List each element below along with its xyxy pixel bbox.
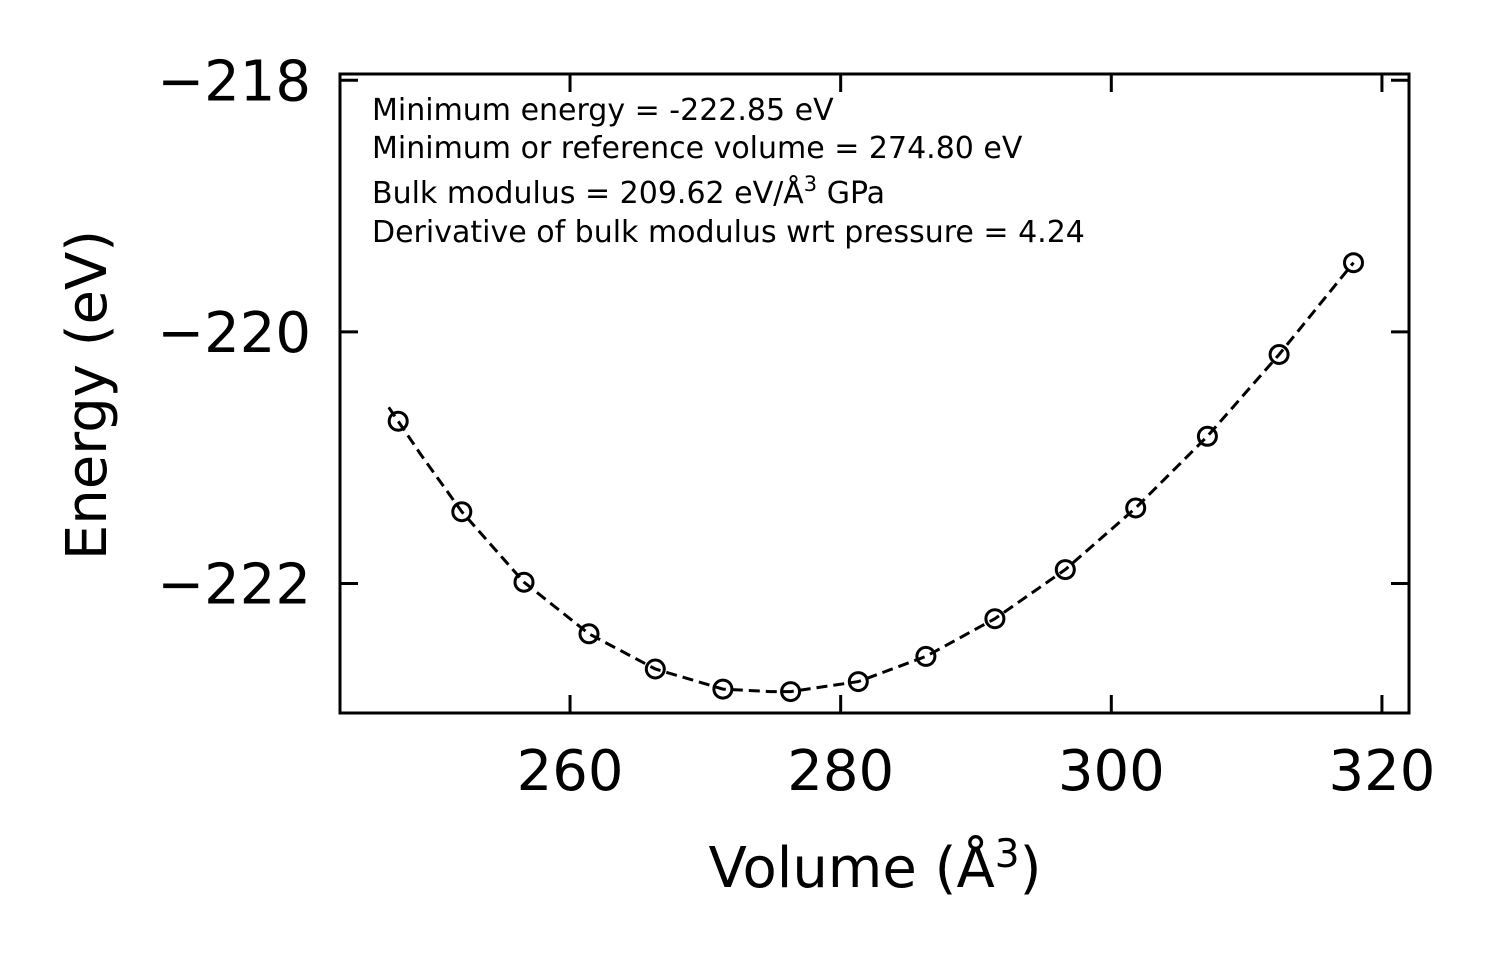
data-point — [1125, 497, 1147, 519]
data-point — [578, 623, 600, 645]
data-point — [915, 645, 937, 667]
data-point — [644, 658, 666, 680]
y-tick-label: −218 — [157, 49, 311, 114]
x-tick-label: 300 — [1058, 739, 1165, 804]
data-point — [780, 681, 802, 703]
x-tick-label: 280 — [787, 739, 894, 804]
y-tick-label: −220 — [157, 301, 311, 366]
x-axis-title-sup: 3 — [995, 832, 1020, 877]
data-point — [847, 671, 869, 693]
data-point — [712, 678, 734, 700]
plot-area — [387, 252, 1364, 703]
x-axis-title-close: ) — [1020, 836, 1042, 901]
annotation-bulk-modulus-text: Bulk modulus = 209.62 eV/Å — [372, 175, 804, 211]
axis-ticks: 260 280 300 320 −218 −220 −222 — [157, 49, 1435, 804]
data-point — [513, 571, 535, 593]
annotation-min-volume: Minimum or reference volume = 274.80 eV — [372, 131, 1023, 166]
data-point — [1343, 252, 1364, 274]
data-point — [1268, 344, 1290, 365]
data-point — [984, 608, 1006, 630]
y-tick-label: −222 — [157, 552, 311, 617]
y-axis-title: Energy (eV) — [55, 230, 120, 560]
x-axis-title-text: Volume (Å — [709, 835, 995, 901]
annotation-bulk-modulus-unit: GPa — [817, 176, 885, 211]
x-tick-label: 320 — [1328, 739, 1435, 804]
data-point — [1196, 425, 1218, 447]
annotation-min-energy: Minimum energy = -222.85 eV — [372, 93, 834, 128]
annotation-derivative: Derivative of bulk modulus wrt pressure … — [372, 215, 1085, 250]
fit-line — [387, 261, 1355, 694]
x-tick-label: 260 — [517, 739, 624, 804]
data-point — [387, 410, 409, 432]
annotation-bulk-modulus-sup: 3 — [804, 172, 817, 196]
plot-frame — [338, 72, 1411, 715]
annotation-bulk-modulus: Bulk modulus = 209.62 eV/Å3 GPa — [372, 172, 885, 211]
data-point — [1054, 559, 1076, 581]
x-axis-title: Volume (Å3) — [709, 832, 1042, 901]
data-point — [451, 501, 473, 523]
